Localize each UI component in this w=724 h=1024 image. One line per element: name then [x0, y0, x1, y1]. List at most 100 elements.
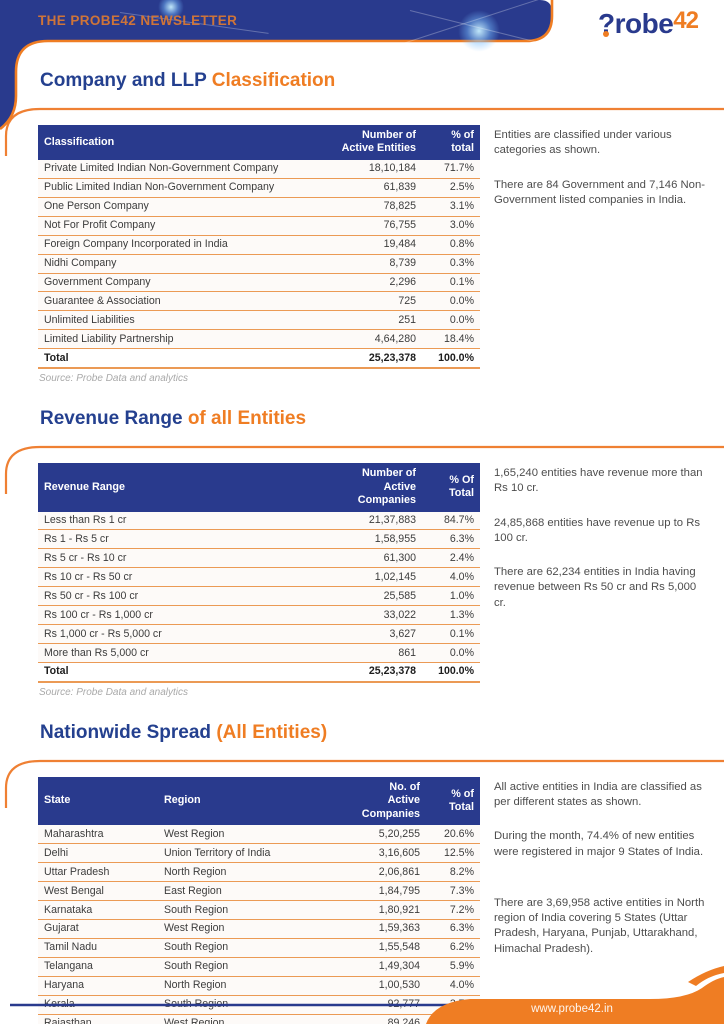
column-header-classification: Classification: [38, 125, 326, 160]
section-divider-curve: [4, 446, 724, 495]
cell-count: 1,02,145: [326, 567, 422, 588]
cell-region: West Region: [158, 825, 350, 845]
table-row: Rs 10 cr - Rs 50 cr 1,02,145 4.0%: [38, 567, 480, 588]
table-header-row: Revenue Range Number of Active Companies…: [38, 463, 480, 512]
total-row: Total 25,23,378 100.0%: [38, 662, 480, 683]
source-note: Source: Probe Data and analytics: [39, 373, 188, 385]
table-row: Government Company 2,296 0.1%: [38, 273, 480, 293]
note-paragraph: There are 84 Government and 7,146 Non-Go…: [494, 178, 706, 206]
column-header-pct-of-total: % of Total: [426, 776, 480, 826]
cell-classification: Limited Liability Partnership: [38, 329, 326, 350]
cell-count: 18,10,184: [326, 159, 422, 179]
section-title: Nationwide Spread (All Entities): [40, 721, 328, 743]
table-row: Not For Profit Company 76,755 3.0%: [38, 216, 480, 236]
cell-count: 725: [326, 291, 422, 312]
cell-percent: 0.0%: [422, 291, 480, 312]
cell-state: Karnataka: [38, 900, 158, 920]
cell-percent: 7.3%: [426, 881, 480, 901]
table-row: Nidhi Company 8,739 0.3%: [38, 254, 480, 274]
source-note: Source: Probe Data and analytics: [39, 686, 188, 698]
column-header-state: State: [38, 776, 158, 826]
section-classification: Company and LLP Classification Classific…: [0, 70, 724, 384]
cell-percent: 3.0%: [422, 216, 480, 236]
logo-question-mark-icon: ?: [598, 8, 615, 39]
cell-percent: 6.3%: [426, 919, 480, 939]
note-paragraph: 1,65,240 entities have revenue more than…: [494, 467, 703, 495]
cell-count: 78,825: [326, 197, 422, 217]
cell-percent: 0.3%: [422, 254, 480, 274]
cell-revenue-range: Rs 5 cr - Rs 10 cr: [38, 548, 326, 569]
cell-count: 2,296: [326, 273, 422, 293]
table-row: Less than Rs 1 cr 21,37,883 84.7%: [38, 511, 480, 531]
cell-state: Gujarat: [38, 919, 158, 939]
cell-region: East Region: [158, 881, 350, 901]
cell-state: Delhi: [38, 843, 158, 864]
cell-state: Tamil Nadu: [38, 938, 158, 958]
cell-percent: 0.1%: [422, 624, 480, 645]
cell-classification: Private Limited Indian Non-Government Co…: [38, 159, 326, 179]
cell-count: 1,58,955: [326, 529, 422, 550]
cell-percent: 6.3%: [422, 529, 480, 550]
cell-percent: 4.0%: [426, 976, 480, 996]
cell-count: 61,839: [326, 178, 422, 198]
table-row: Rs 50 cr - Rs 100 cr 25,585 1.0%: [38, 586, 480, 607]
footer-banner-shape: [10, 966, 724, 1024]
cell-percent: 2.5%: [422, 178, 480, 198]
table-row: Private Limited Indian Non-Government Co…: [38, 159, 480, 179]
cell-percent: 6.2%: [426, 938, 480, 958]
cell-count: 19,484: [326, 235, 422, 255]
cell-count: 1,59,363: [350, 919, 426, 939]
cell-revenue-range: Rs 50 cr - Rs 100 cr: [38, 586, 326, 607]
note-paragraph: During the month, 74.4% of new entities …: [494, 830, 704, 858]
column-header-pct-of-total: % of total: [422, 125, 480, 160]
cell-revenue-range: Less than Rs 1 cr: [38, 511, 326, 531]
cell-count: 2,06,861: [350, 862, 426, 883]
cell-state: Maharashtra: [38, 825, 158, 845]
cell-region: North Region: [158, 976, 350, 996]
table-row: West Bengal East Region 1,84,795 7.3%: [38, 881, 480, 901]
column-header-active-companies: Number of Active Companies: [326, 463, 422, 512]
section-notes: Entities are classified under various ca…: [494, 125, 710, 384]
table-row: Uttar Pradesh North Region 2,06,861 8.2%: [38, 862, 480, 883]
cell-count: 8,739: [326, 254, 422, 274]
cell-percent: 5.9%: [426, 957, 480, 977]
cell-region: West Region: [158, 919, 350, 939]
cell-count: 1,84,795: [350, 881, 426, 901]
cell-state: Uttar Pradesh: [38, 862, 158, 883]
cell-percent: 20.6%: [426, 825, 480, 845]
section-divider-curve: [4, 107, 724, 156]
newsletter-title: THE PROBE42 NEWSLETTER: [38, 13, 238, 28]
cell-state: Rajasthan: [38, 1014, 158, 1024]
header-banner-shape: [0, 0, 554, 131]
network-node-glow-icon: [158, 0, 184, 20]
cell-percent: 84.7%: [422, 511, 480, 531]
cell-percent: 0.8%: [422, 235, 480, 255]
cell-classification: Public Limited Indian Non-Government Com…: [38, 178, 326, 198]
table-row: Rs 5 cr - Rs 10 cr 61,300 2.4%: [38, 548, 480, 569]
cell-region: West Region: [158, 1014, 350, 1024]
cell-classification: Foreign Company Incorporated in India: [38, 235, 326, 255]
section-title: Revenue Range of all Entities: [40, 408, 307, 430]
table-row: Maharashtra West Region 5,20,255 20.6%: [38, 825, 480, 845]
cell-percent: 0.0%: [422, 643, 480, 663]
cell-revenue-range: More than Rs 5,000 cr: [38, 643, 326, 663]
cell-state: Haryana: [38, 976, 158, 996]
cell-percent: 3.1%: [422, 197, 480, 217]
table-row: Haryana North Region 1,00,530 4.0%: [38, 976, 480, 996]
total-row: Total 25,23,378 100.0%: [38, 348, 480, 370]
classification-table: Classification Number of Active Entities…: [38, 125, 480, 370]
note-paragraph: Entities are classified under various ca…: [494, 129, 672, 157]
section-title: Company and LLP Classification: [40, 70, 336, 91]
table-header-row: State Region No. of Active Companies % o…: [38, 776, 480, 826]
note-paragraph: There are 62,234 entities in India havin…: [494, 566, 697, 609]
cell-region: South Region: [158, 957, 350, 977]
footer-website-link[interactable]: www.probe42.in: [531, 1003, 613, 1015]
page-header: THE PROBE42 NEWSLETTER ? robe42: [0, 0, 724, 131]
table-row: Tamil Nadu South Region 1,55,548 6.2%: [38, 938, 480, 958]
cell-classification: Guarantee & Association: [38, 291, 326, 312]
table-row: Unlimited Liabilities 251 0.0%: [38, 310, 480, 331]
cell-classification: One Person Company: [38, 197, 326, 217]
cell-classification: Nidhi Company: [38, 254, 326, 274]
section-notes: All active entities in India are classif…: [494, 777, 710, 1024]
